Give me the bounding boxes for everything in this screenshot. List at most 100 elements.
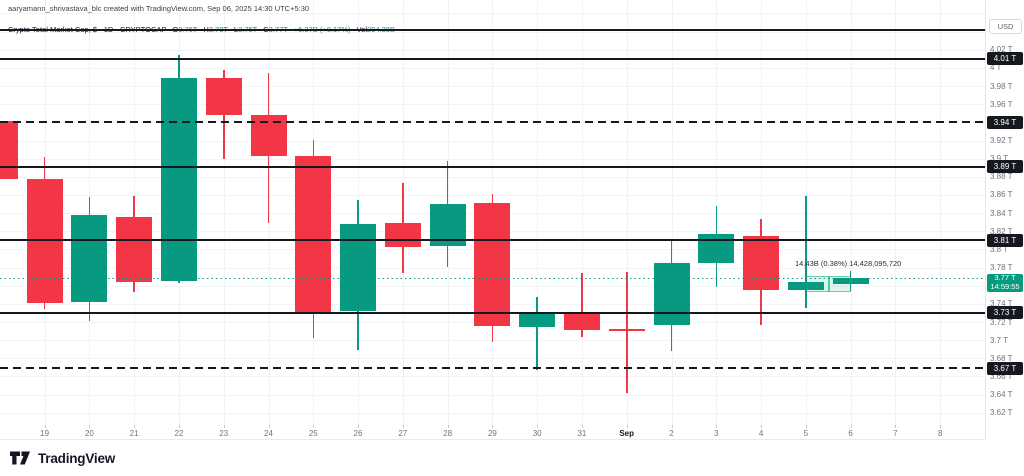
- time-axis-label: 5: [803, 429, 809, 438]
- time-axis-tick: [492, 425, 494, 428]
- price-axis-label: 3.72 T: [990, 317, 1013, 327]
- time-axis-label: 31: [577, 429, 587, 438]
- price-axis[interactable]: USD 4.01 T 3.94 T 3.89 T 3.81 T 3.73 T 3.67 T…: [985, 0, 1024, 440]
- price-level-line[interactable]: [0, 165, 985, 168]
- time-axis-tick: [223, 425, 225, 428]
- v-gridline: [626, 0, 628, 425]
- v-gridline: [223, 0, 225, 425]
- time-axis-label: 22: [174, 429, 184, 438]
- candle-body: [205, 77, 242, 116]
- price-axis-label: 3.86 T: [990, 190, 1013, 200]
- time-axis-tick: [671, 425, 673, 428]
- time-axis[interactable]: 19 20 21 22 23 24 25 26 27 28 29 30 31 Sep 2 3 4 5 6 7 8: [0, 425, 985, 440]
- v-gridline: [537, 0, 539, 425]
- candle-body: [384, 223, 421, 247]
- time-axis-label: 4: [758, 429, 764, 438]
- candle-body: [698, 234, 735, 263]
- tradingview-logo-icon[interactable]: [10, 450, 32, 466]
- candle-body: [116, 216, 153, 282]
- time-axis-label: 23: [219, 429, 229, 438]
- candle-body: [0, 121, 18, 179]
- price-axis-label: 3.98 T: [990, 81, 1013, 91]
- candle-body: [832, 278, 869, 284]
- time-axis-label: 24: [264, 429, 273, 438]
- v-gridline: [671, 0, 673, 425]
- time-axis-tick: [805, 425, 807, 428]
- time-axis-tick: [268, 425, 270, 428]
- current-price-value: 3.77 T: [994, 273, 1016, 282]
- candle-body: [295, 155, 332, 313]
- time-axis-tick: [895, 425, 897, 428]
- candle-body: [519, 313, 556, 328]
- bar-volume-note: 14.43B (0.38%) 14,428,095,720: [795, 259, 902, 268]
- candle-body: [474, 203, 511, 326]
- price-level-badge: 3.81 T: [987, 233, 1023, 247]
- time-axis-tick: [178, 425, 180, 428]
- price-level-badge: 3.94 T: [987, 115, 1023, 129]
- candle-wick: [536, 296, 538, 371]
- candle-body: [787, 282, 824, 291]
- time-axis-label: 26: [353, 429, 363, 438]
- time-axis-label: 6: [848, 429, 853, 438]
- price-axis-label: 3.68 T: [990, 353, 1013, 363]
- time-axis-label: 20: [84, 429, 94, 438]
- price-axis-label: 3.96 T: [990, 99, 1013, 109]
- plot-area[interactable]: 14.43B (0.38%) 14,428,095,720: [0, 0, 985, 425]
- candle-wick: [626, 272, 628, 393]
- time-axis-tick: [89, 425, 91, 428]
- time-axis-label: 8: [937, 429, 943, 438]
- bar-countdown: 14:59:55: [990, 281, 1020, 291]
- current-price-line: [0, 277, 985, 279]
- price-level-line[interactable]: [0, 367, 985, 370]
- price-level-line[interactable]: [0, 28, 985, 31]
- time-axis-tick: [447, 425, 449, 428]
- price-level-line[interactable]: [0, 121, 985, 124]
- time-axis-tick: [626, 425, 628, 428]
- time-axis-tick: [581, 425, 583, 428]
- currency-toggle-button[interactable]: USD: [989, 19, 1022, 34]
- time-axis-tick: [44, 425, 46, 428]
- current-price-badge: 3.77 T 14:59:55: [987, 273, 1023, 292]
- price-axis-label: 3.64 T: [990, 390, 1013, 400]
- price-level-badge: 3.73 T: [987, 306, 1023, 320]
- candle-body: [71, 214, 108, 302]
- time-axis-label: 3: [714, 429, 719, 438]
- price-axis-label: 3.9 T: [990, 154, 1009, 164]
- price-level-badge: 3.89 T: [987, 160, 1023, 174]
- price-axis-label: 3.74 T: [990, 299, 1013, 309]
- price-level-line[interactable]: [0, 239, 985, 242]
- time-axis-tick: [313, 425, 315, 428]
- candle-body: [429, 204, 466, 246]
- price-axis-label: 3.78 T: [990, 263, 1013, 272]
- time-axis-label: 27: [398, 429, 408, 438]
- price-axis-label: 3.82 T: [990, 226, 1013, 236]
- price-level-line[interactable]: [0, 311, 985, 314]
- time-axis-tick: [402, 425, 404, 428]
- price-axis-label: 4 T: [990, 63, 1002, 73]
- candle-wick: [581, 273, 583, 338]
- time-axis-tick: [537, 425, 539, 428]
- time-axis-label: 7: [893, 429, 898, 438]
- footer: TradingView: [10, 450, 115, 466]
- price-axis-label: 3.7 T: [990, 335, 1009, 345]
- time-axis-label: 25: [308, 429, 318, 438]
- v-gridline: [940, 0, 942, 425]
- time-axis-label: 29: [487, 429, 497, 438]
- price-axis-label: 4.02 T: [990, 45, 1013, 55]
- time-axis-label: 19: [40, 429, 50, 438]
- chart-widget: 14.43B (0.38%) 14,428,095,720 USD 4.01 T…: [0, 0, 1024, 440]
- time-axis-tick: [134, 425, 136, 428]
- price-axis-label: 3.92 T: [990, 136, 1013, 145]
- price-axis-label: 3.66 T: [990, 371, 1013, 381]
- price-axis-label: 3.62 T: [990, 408, 1013, 418]
- time-axis-tick: [358, 425, 359, 428]
- highlight-box-divider: [828, 275, 831, 292]
- time-axis-tick: [940, 425, 942, 428]
- candle-wick: [805, 195, 807, 309]
- time-axis-tick: [716, 425, 718, 428]
- tradingview-brand-text[interactable]: TradingView: [38, 450, 116, 466]
- v-gridline: [850, 0, 852, 425]
- price-level-line[interactable]: [0, 57, 985, 60]
- v-gridline: [761, 0, 763, 425]
